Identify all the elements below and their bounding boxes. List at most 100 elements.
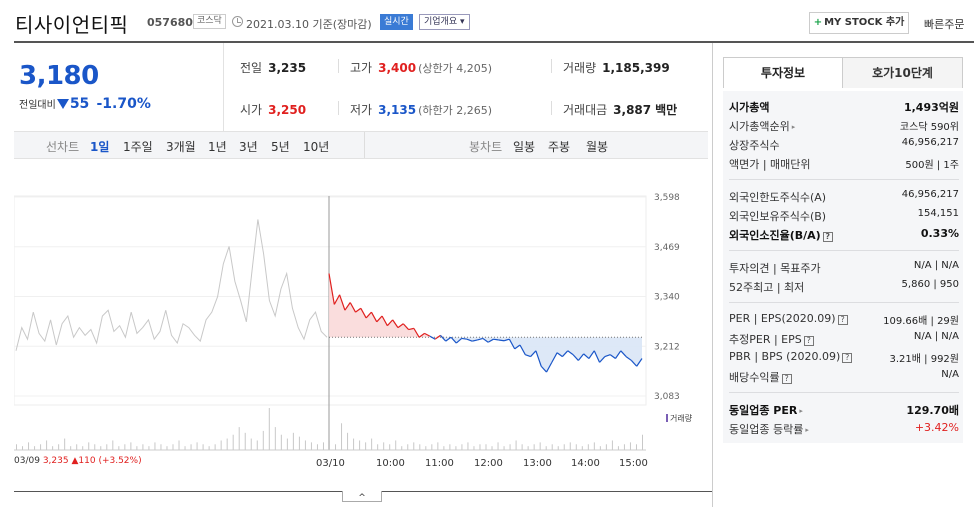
- y-tick-label: 3,469: [654, 243, 680, 253]
- row-52w: 52주최고 | 최저 5,860 | 950: [729, 279, 959, 294]
- candle-tab-week[interactable]: 주봉: [548, 140, 571, 154]
- volume-bar: [407, 444, 409, 450]
- price-segment: [392, 319, 399, 328]
- price-segment: [445, 336, 452, 342]
- price-segment: [604, 354, 611, 358]
- volume-bar: [383, 442, 385, 450]
- tab-order-book[interactable]: 호가10단계: [843, 58, 962, 88]
- volume-bar: [28, 442, 30, 450]
- tab-invest-info[interactable]: 투자정보: [724, 58, 843, 88]
- summary-open: 시가 3,250: [240, 103, 307, 117]
- volume-bar: [118, 446, 120, 450]
- company-info-dropdown[interactable]: 기업개요 ▾: [419, 14, 470, 30]
- candle-chart-label: 봉차트: [469, 140, 503, 154]
- volume-bar: [52, 446, 54, 450]
- period-tab-3m[interactable]: 3개월: [166, 140, 196, 154]
- volume-bar: [437, 442, 439, 450]
- my-stock-label: MY STOCK 추가: [824, 17, 905, 28]
- price-chart: 3,598 3,469 3,340 3,212 3,083 03/10 10:00 11:00…: [14, 180, 694, 470]
- price-segment: [397, 323, 404, 329]
- quick-order-link[interactable]: 빠른주문: [924, 18, 965, 31]
- price-segment: [328, 273, 335, 305]
- candle-tab-day[interactable]: 일봉: [513, 140, 536, 154]
- volume-bar: [136, 446, 138, 450]
- volume-bar: [124, 444, 126, 450]
- stock-name: 티사이언티픽: [15, 13, 129, 37]
- period-tab-1w[interactable]: 1주일: [123, 140, 153, 154]
- price-segment: [402, 323, 410, 330]
- price-segment: [572, 354, 579, 361]
- volume-bar: [365, 442, 367, 450]
- realtime-button[interactable]: 실시간: [380, 14, 413, 30]
- collapse-button[interactable]: ^: [342, 491, 382, 503]
- row-industry-change[interactable]: 동일업종 등락률 ▸ +3.42%: [729, 421, 959, 436]
- help-icon[interactable]: ?: [803, 336, 814, 346]
- help-icon[interactable]: ?: [822, 232, 833, 242]
- header: 티사이언티픽 057680 코스닥 2021.03.10 기준(장마감) 실시간…: [0, 0, 974, 43]
- row-par-value: 액면가 | 매매단위 500원 | 1주: [729, 158, 959, 171]
- price-segment: [376, 315, 383, 323]
- help-icon[interactable]: ?: [842, 353, 853, 363]
- period-tab-10y[interactable]: 10년: [303, 140, 330, 154]
- my-stock-add-button[interactable]: + MY STOCK 추가: [809, 12, 909, 34]
- volume-bar: [316, 444, 318, 450]
- help-icon[interactable]: ?: [837, 315, 848, 325]
- price-segment: [545, 362, 553, 373]
- period-tab-1d[interactable]: 1일: [90, 140, 110, 154]
- row-market-cap-rank[interactable]: 시가총액순위 ▸ 코스닥 590위: [729, 120, 959, 133]
- period-tab-5y[interactable]: 5년: [271, 140, 290, 154]
- price-segment: [498, 339, 505, 342]
- period-tab-1y[interactable]: 1년: [208, 140, 227, 154]
- volume-bar: [371, 438, 373, 450]
- help-icon[interactable]: ?: [781, 374, 792, 384]
- row-pbr-bps: PBR | BPS (2020.09)? 3.21배 | 992원: [729, 350, 959, 365]
- volume-bar: [413, 442, 415, 450]
- volume-bar: [575, 444, 577, 450]
- price-segment: [525, 354, 531, 358]
- volume-bar: [521, 444, 523, 450]
- volume-bar: [623, 444, 625, 450]
- volume-bar: [160, 444, 162, 450]
- period-tab-3y[interactable]: 3년: [239, 140, 258, 154]
- price-segment: [408, 327, 415, 331]
- volume-bar: [347, 432, 349, 450]
- volume-bar: [310, 442, 312, 450]
- price-segment: [583, 353, 590, 359]
- volume-bar: [485, 444, 487, 450]
- volume-bar: [605, 444, 607, 450]
- volume-bar: [190, 444, 192, 450]
- volume-bar: [539, 442, 541, 450]
- price-segment: [561, 350, 569, 357]
- volume-bar: [629, 442, 631, 450]
- volume-bar: [473, 446, 475, 450]
- volume-bar: [341, 423, 343, 450]
- row-dividend: 배당수익률? N/A: [729, 369, 959, 384]
- volume-bar: [425, 446, 427, 450]
- prev-day-line: [15, 219, 328, 351]
- volume-legend: 거래량: [666, 413, 692, 424]
- volume-bar: [40, 444, 42, 450]
- volume-bar: [16, 444, 17, 450]
- x-tick-label: 13:00: [523, 458, 552, 469]
- volume-bar: [184, 446, 186, 450]
- volume-bar: [172, 444, 174, 450]
- volume-bar: [587, 444, 589, 450]
- price-segment: [344, 302, 351, 311]
- price-panel: 3,180 전일대비 55 -1.70%: [14, 43, 224, 131]
- price-segment: [514, 344, 521, 350]
- volume-bar: [563, 444, 565, 450]
- up-fill-area: [329, 273, 642, 338]
- volume-bar: [268, 408, 270, 450]
- price-segment: [461, 337, 468, 340]
- x-tick-label: 12:00: [474, 458, 503, 469]
- price-segment: [418, 332, 425, 338]
- volume-bar: [581, 446, 583, 450]
- volume-bar: [642, 434, 643, 450]
- price-segment: [540, 365, 547, 373]
- price-segment: [349, 302, 357, 313]
- price-segment: [339, 294, 346, 311]
- row-listed-shares: 상장주식수 46,956,217: [729, 137, 959, 152]
- row-industry-per[interactable]: 동일업종 PER ▸ 129.70배: [729, 404, 959, 417]
- candle-tab-month[interactable]: 월봉: [586, 140, 609, 154]
- volume-bar: [142, 444, 144, 450]
